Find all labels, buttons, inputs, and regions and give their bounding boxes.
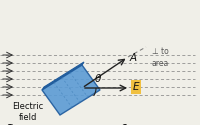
Text: θ: θ [95,74,101,84]
Polygon shape [42,62,84,90]
Text: flux = $\mathbf{\Phi}$ = $\mathit{EA}$cos$\mathit{\theta}$: flux = $\mathbf{\Phi}$ = $\mathit{EA}$co… [5,123,129,125]
Polygon shape [42,65,100,115]
Text: E: E [133,82,140,92]
Text: Electric
field: Electric field [12,102,44,122]
Text: ⊥ to
area: ⊥ to area [152,47,169,68]
Text: A: A [130,53,137,63]
